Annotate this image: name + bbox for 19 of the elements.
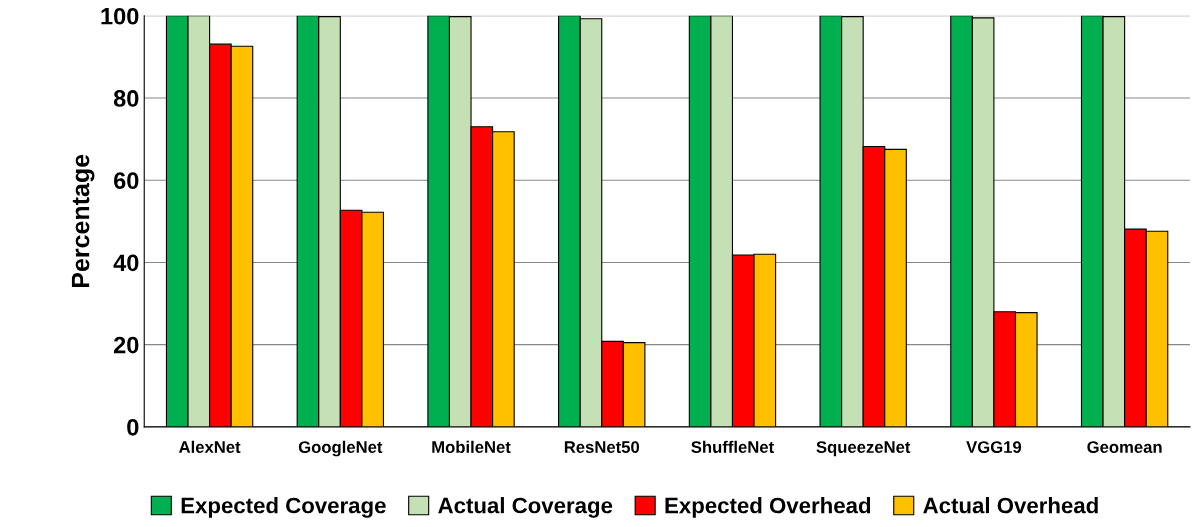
y-tick-label: 40	[113, 254, 139, 272]
legend-label: Expected Coverage	[181, 497, 386, 518]
y-tick-label: 20	[113, 336, 139, 354]
y-axis-title: Percentage	[71, 154, 95, 288]
x-tick-label: Geomean	[1087, 441, 1162, 453]
y-tick-label: 0	[127, 418, 139, 436]
legend-label: Expected Overhead	[665, 497, 871, 518]
y-tick-label: 60	[113, 172, 139, 190]
x-tick-label: SqueezeNet	[816, 441, 911, 457]
y-tick-label: 100	[101, 7, 139, 25]
x-tick-label: ShuffleNet	[691, 440, 774, 453]
x-tick-label: AlexNet	[178, 440, 241, 453]
y-tick-label: 80	[113, 90, 139, 107]
x-tick-label: MobileNet	[432, 440, 511, 453]
legend-label: Actual Coverage	[438, 497, 613, 518]
x-tick-label: GoogleNet	[298, 440, 383, 457]
x-tick-label: ResNet50	[564, 441, 640, 453]
legend-label: Actual Overhead	[923, 497, 1098, 514]
x-tick-label: VGG19	[966, 441, 1022, 453]
